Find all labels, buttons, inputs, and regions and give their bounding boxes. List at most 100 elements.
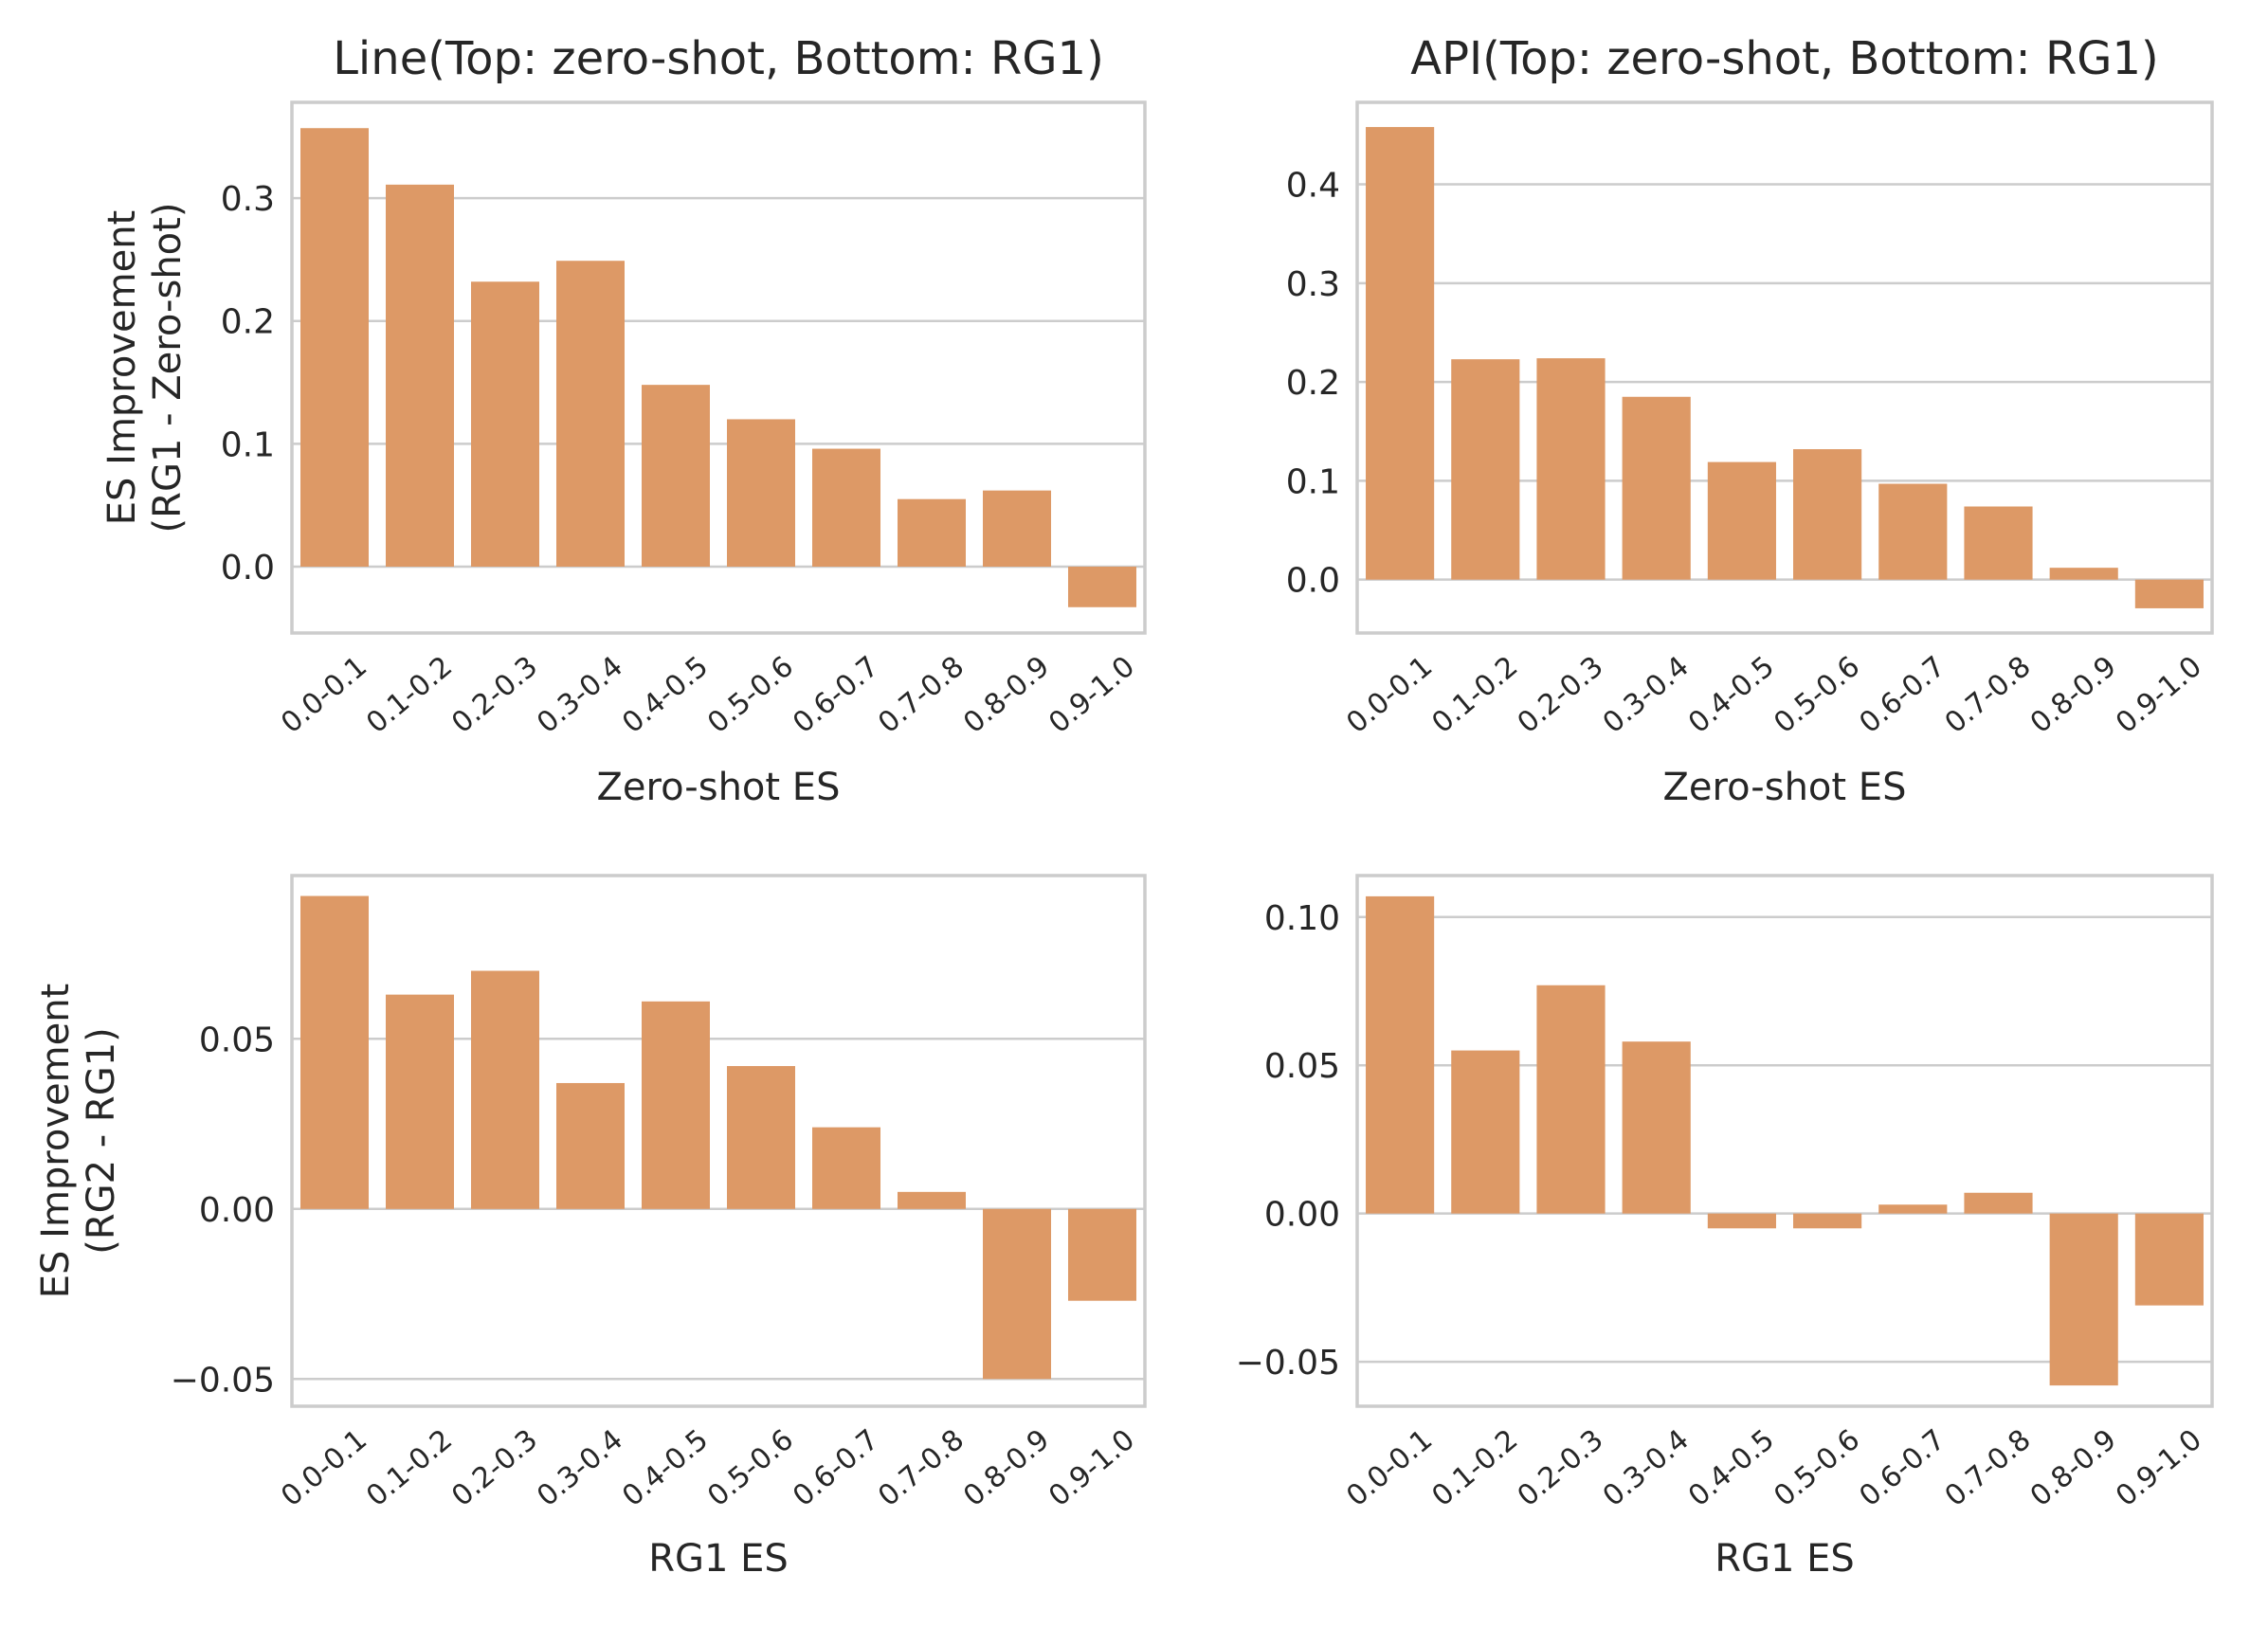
x-tick-label: 0.0-0.1: [275, 1423, 373, 1513]
bar: [898, 498, 966, 567]
bar: [471, 281, 539, 567]
y-axis-label: (RG1 - Zero-shot): [146, 203, 190, 533]
x-tick-label: 0.8-0.9: [957, 1423, 1056, 1513]
bar: [1068, 1208, 1136, 1301]
x-tick-label: 0.4-0.5: [616, 650, 715, 740]
x-tick-label: 0.1-0.2: [360, 1423, 459, 1513]
bar: [898, 1191, 966, 1209]
plot-frame: [290, 100, 1147, 635]
bar: [1451, 359, 1520, 580]
y-tick-label: 0.1: [1286, 462, 1340, 501]
x-tick-label: 0.6-0.7: [787, 650, 885, 740]
x-tick-label: 0.2-0.3: [1512, 650, 1610, 740]
x-tick-label: 0.5-0.6: [1768, 650, 1866, 740]
x-tick-label: 0.9-1.0: [1043, 1423, 1141, 1513]
x-axis-label: RG1 ES: [1715, 1537, 1855, 1581]
y-tick-label: 0.10: [1264, 899, 1340, 938]
x-tick-label: 0.2-0.3: [445, 1423, 544, 1513]
y-tick-label: 0.00: [199, 1191, 275, 1230]
panel-api-zero-shot: 0.0 0.1 0.2 0.3 0.4 0.0-0.10.1-0.20.2-0.30.3-…: [1286, 32, 2214, 809]
bar: [642, 385, 710, 567]
bar: [2049, 1213, 2118, 1386]
y-tick-label: 0.2: [221, 303, 275, 342]
bar: [983, 1208, 1051, 1380]
panel-line-rg1: −0.05 0.00 0.05 0.0-0.10.1-0.20.2-0.30.3-0.…: [34, 874, 1147, 1581]
x-axis-label: Zero-shot ES: [597, 766, 841, 809]
x-tick-label: 0.7-0.8: [872, 1423, 971, 1513]
y-tick-label: 0.00: [1264, 1196, 1340, 1235]
y-tick-label: 0.0: [1286, 562, 1340, 601]
chart-title: Line(Top: zero-shot, Bottom: RG1): [333, 32, 1104, 85]
y-tick-label: −0.05: [1236, 1344, 1340, 1383]
y-axis-label: (RG2 - RG1): [80, 1027, 123, 1255]
y-axis-label: ES Improvement: [34, 984, 78, 1298]
bar: [386, 994, 454, 1209]
x-tick-label: 0.6-0.7: [787, 1423, 885, 1513]
y-tick-label: 0.3: [1286, 265, 1340, 304]
x-axis-label: RG1 ES: [648, 1537, 789, 1581]
x-tick-label: 0.4-0.5: [616, 1423, 715, 1513]
bar: [1707, 461, 1776, 580]
y-tick-label: 0.05: [1264, 1047, 1340, 1086]
x-tick-label: 0.0-0.1: [275, 650, 373, 740]
bar: [727, 419, 795, 567]
x-tick-label: 0.9-1.0: [2110, 1423, 2208, 1513]
x-tick-label: 0.7-0.8: [1939, 650, 2038, 740]
bar: [1793, 449, 1862, 580]
x-tick-label: 0.6-0.7: [1853, 1423, 1951, 1513]
x-tick-label: 0.1-0.2: [360, 650, 459, 740]
x-tick-label: 0.8-0.9: [2024, 1423, 2123, 1513]
x-tick-label: 0.2-0.3: [1512, 1423, 1610, 1513]
plot-frame: [290, 874, 1147, 1408]
bar: [2134, 579, 2204, 608]
x-tick-label: 0.3-0.4: [531, 650, 629, 740]
bar: [1068, 567, 1136, 607]
x-tick-label: 0.6-0.7: [1853, 650, 1951, 740]
x-tick-label: 0.8-0.9: [2024, 650, 2123, 740]
x-tick-label: 0.5-0.6: [701, 1423, 800, 1513]
bar: [727, 1066, 795, 1209]
y-tick-label: 0.05: [199, 1021, 275, 1059]
bar: [1536, 985, 1606, 1214]
bar: [1536, 358, 1606, 580]
x-tick-label: 0.4-0.5: [1682, 650, 1781, 740]
chart-title: API(Top: zero-shot, Bottom: RG1): [1410, 32, 2159, 85]
y-tick-label: 0.3: [221, 180, 275, 219]
bar: [556, 261, 625, 567]
bar: [642, 1001, 710, 1209]
bar: [300, 895, 369, 1209]
panel-line-zero-shot: 0.0 0.1 0.2 0.3 0.0-0.10.1-0.20.2-0.30.3-0.4…: [100, 32, 1147, 809]
plot-frame: [1355, 874, 2214, 1408]
x-tick-label: 0.2-0.3: [445, 650, 544, 740]
x-tick-label: 0.0-0.1: [1340, 650, 1439, 740]
bar: [812, 448, 880, 567]
x-tick-label: 0.9-1.0: [2110, 650, 2208, 740]
bar: [1622, 396, 1691, 580]
bar: [471, 970, 539, 1209]
x-tick-label: 0.4-0.5: [1682, 1423, 1781, 1513]
x-axis-label: Zero-shot ES: [1663, 766, 1907, 809]
x-tick-label: 0.0-0.1: [1340, 1423, 1439, 1513]
x-tick-label: 0.5-0.6: [1768, 1423, 1866, 1513]
y-axis-label: ES Improvement: [100, 210, 144, 525]
bar: [556, 1082, 625, 1209]
bar: [983, 490, 1051, 567]
bar: [1707, 1213, 1776, 1229]
bar: [1366, 895, 1435, 1214]
x-tick-label: 0.9-1.0: [1043, 650, 1141, 740]
x-tick-label: 0.3-0.4: [1597, 650, 1696, 740]
y-tick-label: 0.0: [221, 549, 275, 588]
bar: [2134, 1213, 2204, 1306]
x-tick-label: 0.3-0.4: [1597, 1423, 1696, 1513]
y-tick-label: 0.4: [1286, 167, 1340, 206]
bar: [812, 1127, 880, 1209]
bar: [1878, 1204, 1948, 1214]
bar: [1451, 1050, 1520, 1214]
bar: [1366, 127, 1435, 580]
x-tick-label: 0.1-0.2: [1425, 650, 1524, 740]
bar: [2049, 568, 2118, 580]
y-tick-label: 0.2: [1286, 364, 1340, 403]
x-tick-label: 0.8-0.9: [957, 650, 1056, 740]
bar: [1964, 506, 2033, 580]
